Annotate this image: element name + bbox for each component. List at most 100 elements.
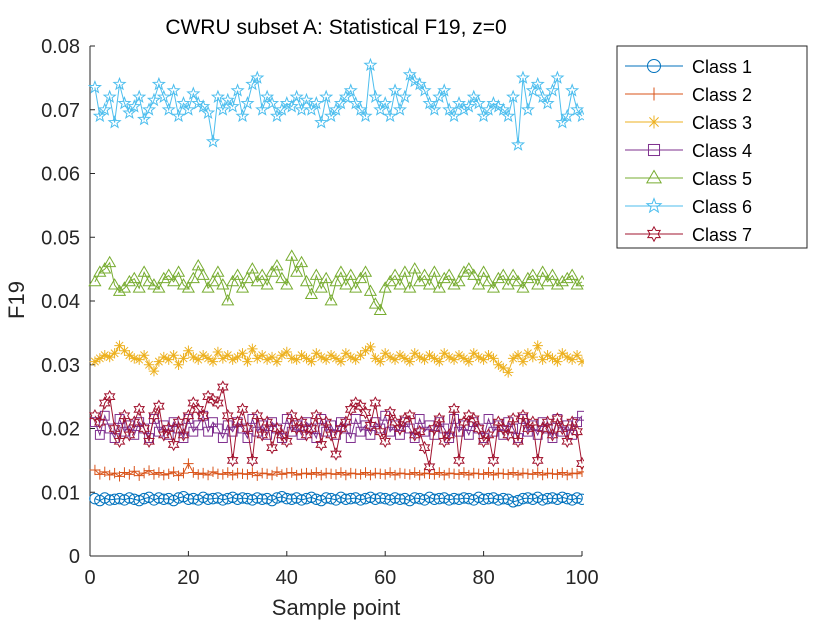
data-point-class-7 <box>177 428 190 442</box>
data-point-class-7 <box>221 408 234 423</box>
data-point-class-5 <box>491 271 505 284</box>
data-point-class-7 <box>408 428 421 442</box>
data-point-class-6 <box>397 89 412 104</box>
data-point-class-7 <box>561 434 574 449</box>
data-point-class-3 <box>286 353 297 364</box>
data-point-class-2 <box>547 468 558 479</box>
data-point-class-7 <box>512 434 524 449</box>
data-point-class-7 <box>197 408 210 423</box>
data-point-class-6 <box>299 92 314 107</box>
legend-marker <box>646 225 662 243</box>
data-point-class-2 <box>439 469 450 481</box>
data-point-class-3 <box>493 359 504 370</box>
data-point-class-3 <box>114 340 125 351</box>
data-point-class-6 <box>515 70 531 84</box>
data-point-class-3 <box>463 356 475 367</box>
data-point-class-7 <box>123 428 136 442</box>
data-point-class-6 <box>560 108 575 123</box>
data-point-class-7 <box>477 434 490 449</box>
legend-entry-class-6: Class 6 <box>625 197 752 217</box>
data-point-class-6 <box>122 105 137 119</box>
data-point-class-4 <box>345 433 356 443</box>
data-point-class-6 <box>392 102 408 116</box>
data-point-class-7 <box>526 415 539 429</box>
data-point-class-7 <box>261 415 273 429</box>
data-point-class-3 <box>503 367 514 378</box>
data-point-class-1 <box>128 493 140 505</box>
data-point-class-3 <box>389 354 401 365</box>
data-point-class-2 <box>517 467 529 479</box>
data-point-class-5 <box>294 255 309 268</box>
data-point-class-3 <box>394 349 406 361</box>
data-point-class-6 <box>510 137 526 151</box>
data-point-class-2 <box>183 458 194 469</box>
data-point-class-5 <box>231 268 245 280</box>
data-point-class-5 <box>540 274 555 287</box>
data-point-class-3 <box>439 348 450 359</box>
data-point-class-7 <box>433 412 446 426</box>
data-point-class-5 <box>304 287 318 300</box>
data-point-class-4 <box>355 426 366 437</box>
data-point-class-6 <box>215 102 230 116</box>
series-line-class-5 <box>94 256 583 312</box>
data-point-class-5 <box>403 281 417 293</box>
x-tick-label: 100 <box>565 567 598 589</box>
data-point-class-2 <box>286 467 297 478</box>
x-tick-label: 40 <box>276 567 298 589</box>
data-point-class-3 <box>89 356 101 367</box>
data-point-class-2 <box>522 468 534 479</box>
data-point-class-1 <box>576 493 584 505</box>
data-point-class-5 <box>452 274 466 287</box>
data-point-class-3 <box>129 353 140 364</box>
data-point-class-6 <box>220 92 235 107</box>
data-point-class-1 <box>379 492 391 505</box>
data-point-class-2 <box>301 467 312 479</box>
data-point-class-7 <box>546 428 559 442</box>
data-point-class-6 <box>196 99 211 113</box>
data-point-class-2 <box>404 469 415 480</box>
data-point-class-6 <box>328 102 344 116</box>
data-point-class-5 <box>344 268 358 280</box>
data-point-class-7 <box>187 396 200 410</box>
data-point-class-2 <box>468 467 479 479</box>
data-point-class-6 <box>476 108 491 123</box>
data-point-class-7 <box>571 424 583 439</box>
data-point-class-3 <box>399 353 411 364</box>
data-point-class-7 <box>458 415 470 429</box>
data-point-class-3 <box>124 349 135 361</box>
data-point-class-1 <box>561 492 573 505</box>
data-point-class-5 <box>157 271 171 284</box>
data-point-class-3 <box>188 351 199 363</box>
data-point-class-3 <box>488 353 499 364</box>
data-point-class-5 <box>201 281 215 293</box>
data-point-class-3 <box>104 351 115 363</box>
data-point-class-5 <box>408 262 422 274</box>
data-point-class-3 <box>527 351 538 363</box>
data-point-class-6 <box>260 89 275 104</box>
data-point-class-5 <box>575 274 584 287</box>
data-point-class-6 <box>338 89 353 104</box>
data-point-class-7 <box>517 408 529 423</box>
data-point-class-2 <box>227 469 238 481</box>
data-point-class-3 <box>148 365 160 377</box>
data-point-class-7 <box>113 434 126 449</box>
data-point-class-6 <box>412 76 427 91</box>
data-point-class-2 <box>217 469 229 480</box>
data-point-class-1 <box>246 494 259 506</box>
data-point-class-3 <box>414 351 425 363</box>
data-point-class-2 <box>375 468 386 479</box>
data-point-class-3 <box>252 353 263 364</box>
data-point-class-3 <box>355 349 366 361</box>
data-point-class-3 <box>365 341 376 353</box>
data-point-class-6 <box>387 83 403 97</box>
data-point-class-6 <box>422 95 437 110</box>
data-point-class-7 <box>89 408 101 423</box>
data-point-class-6 <box>525 83 540 97</box>
data-point-class-2 <box>370 467 381 479</box>
data-point-class-3 <box>335 356 347 367</box>
data-point-class-5 <box>545 268 560 280</box>
data-point-class-7 <box>153 399 165 413</box>
data-point-class-2 <box>311 467 322 478</box>
data-point-class-2 <box>345 467 356 479</box>
data-point-class-2 <box>197 467 209 479</box>
